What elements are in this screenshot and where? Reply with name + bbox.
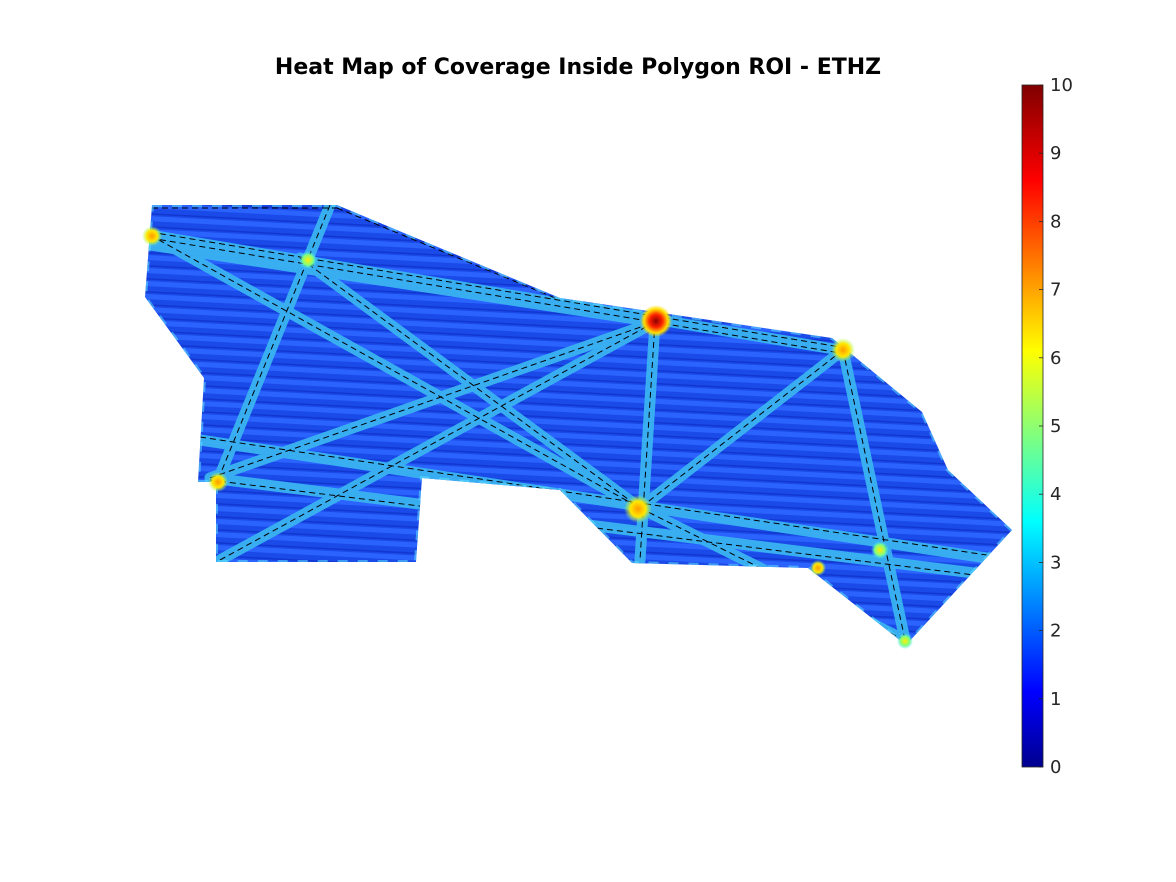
colorbar-tick-label: 7 xyxy=(1050,280,1061,301)
colorbar-tick-label: 2 xyxy=(1050,621,1061,642)
roi-fill xyxy=(145,205,1012,645)
path-west-east-band xyxy=(194,434,1006,566)
hotspot-east-corner xyxy=(831,338,855,362)
hotspot-peak-north xyxy=(640,305,672,337)
hotspot-east-band xyxy=(871,541,889,559)
colorbar-tick-label: 6 xyxy=(1050,348,1061,369)
colorbar-tick-label: 0 xyxy=(1050,757,1061,778)
chart-title: Heat Map of Coverage Inside Polygon ROI … xyxy=(275,55,881,80)
coverage-polygon-roi xyxy=(145,205,1012,645)
colorbar-tick-label: 3 xyxy=(1050,552,1061,573)
hotspot-south-band xyxy=(810,560,826,576)
hotspot-south-crossing xyxy=(624,495,652,523)
colorbar: 0 1 2 3 4 5 6 7 8 9 10 xyxy=(1021,75,1073,778)
colorbar-ticks: 0 1 2 3 4 5 6 7 8 9 10 xyxy=(1039,75,1073,778)
hotspot-south-tip xyxy=(897,633,913,649)
hotspot-south-west-corner xyxy=(208,472,228,492)
path-diag-7 xyxy=(837,344,911,645)
colorbar-tick-label: 4 xyxy=(1050,484,1061,505)
hotspot-mid-crossing xyxy=(299,251,317,269)
colorbar-tick-label: 5 xyxy=(1050,416,1061,437)
colorbar-tick-label: 8 xyxy=(1050,211,1061,232)
colorbar-tick-label: 9 xyxy=(1050,143,1061,164)
coverage-hotspots xyxy=(142,226,913,649)
path-center-band xyxy=(145,239,661,328)
colorbar-tick-label: 10 xyxy=(1050,75,1073,96)
hotspot-west-corner xyxy=(142,226,162,246)
colorbar-tick-label: 1 xyxy=(1050,689,1061,710)
coverage-paths xyxy=(145,205,1012,645)
